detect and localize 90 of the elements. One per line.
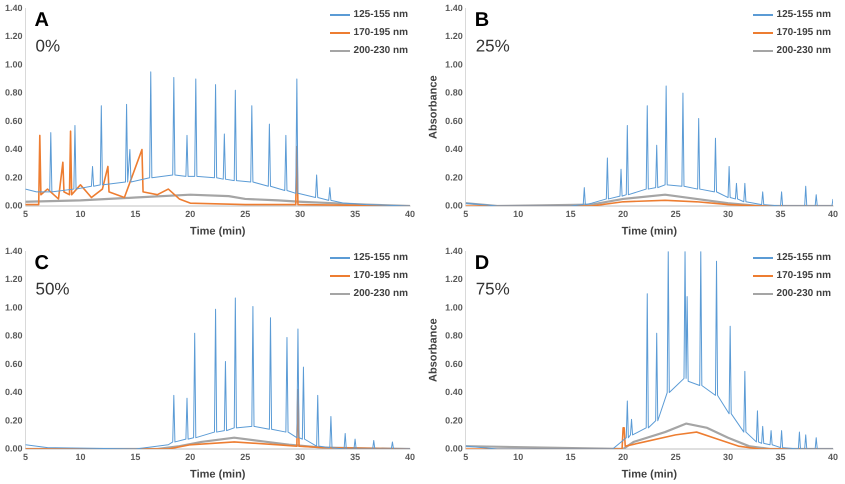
annotation: 0% [36, 36, 60, 56]
y-tick-label: 0.20 [4, 172, 23, 182]
y-tick-label: 0.00 [445, 443, 463, 454]
chart-title: A [34, 8, 49, 31]
y-tick-label: 1.40 [445, 2, 463, 13]
y-tick-label: 0.40 [4, 387, 23, 398]
y-axis-title: Absorbance [428, 318, 440, 382]
legend-label: 125-155 nm [354, 8, 408, 22]
chart-title: D [474, 252, 490, 274]
x-tick-label: 10 [513, 208, 524, 219]
chart-title: C [34, 252, 49, 274]
y-tick-label: 1.40 [4, 246, 23, 256]
x-tick-label: 35 [350, 208, 360, 219]
legend-label: 170-195 nm [354, 269, 408, 283]
y-tick-label: 0.40 [445, 144, 463, 154]
y-axis-title: Absorbance [428, 75, 440, 139]
y-tick-label: 0.60 [445, 116, 463, 126]
x-tick-label: 25 [240, 208, 250, 219]
x-tick-label: 40 [828, 208, 838, 219]
x-tick-label: 20 [185, 452, 196, 462]
y-tick-label: 1.00 [4, 302, 23, 312]
legend-label: 200-230 nm [354, 287, 408, 301]
x-tick-label: 35 [350, 452, 360, 462]
y-tick-label: 0.60 [4, 358, 23, 369]
y-tick-label: 0.80 [445, 88, 463, 98]
y-tick-label: 0.00 [445, 200, 463, 210]
x-tick-label: 40 [828, 452, 838, 462]
x-tick-label: 35 [776, 208, 786, 219]
y-tick-label: 0.60 [4, 116, 23, 126]
x-axis-title: Time (min) [190, 225, 246, 238]
y-tick-label: 0.80 [4, 88, 23, 98]
y-tick-label: 0.00 [4, 200, 23, 210]
y-tick-label: 1.20 [4, 31, 23, 42]
x-tick-label: 30 [723, 452, 734, 462]
x-tick-label: 15 [130, 452, 140, 462]
x-tick-label: 25 [240, 452, 250, 462]
legend-label: 170-195 nm [354, 26, 408, 40]
x-axis-title: Time (min) [190, 468, 246, 480]
y-tick-label: 0.40 [4, 144, 23, 154]
x-tick-label: 40 [404, 208, 416, 219]
legend-label: 200-230 nm [776, 44, 831, 58]
legend-label: 200-230 nm [354, 44, 408, 58]
legend-label: 170-195 nm [776, 26, 831, 40]
x-tick-label: 30 [295, 208, 306, 219]
y-tick-label: 0.60 [445, 358, 463, 369]
x-tick-label: 5 [463, 452, 468, 462]
y-tick-label: 0.80 [445, 330, 463, 341]
x-tick-label: 5 [463, 208, 468, 219]
x-tick-label: 30 [723, 208, 734, 219]
legend-label: 125-155 nm [776, 251, 831, 265]
annotation: 75% [476, 280, 510, 299]
y-tick-label: 0.80 [4, 330, 23, 341]
y-tick-label: 0.40 [445, 387, 463, 398]
x-tick-label: 10 [75, 452, 86, 462]
x-axis-title: Time (min) [622, 468, 678, 480]
annotation: 25% [476, 36, 510, 56]
y-tick-label: 0.00 [4, 443, 23, 454]
y-tick-label: 0.20 [445, 415, 463, 426]
y-tick-label: 1.40 [4, 2, 23, 13]
x-tick-label: 10 [513, 452, 524, 462]
x-tick-label: 5 [23, 452, 28, 462]
y-tick-label: 1.00 [445, 59, 463, 70]
x-tick-label: 25 [670, 452, 681, 462]
x-axis-title: Time (min) [622, 225, 678, 238]
y-tick-label: 1.20 [445, 31, 463, 42]
x-tick-label: 5 [23, 208, 28, 219]
x-tick-label: 40 [404, 452, 416, 462]
y-tick-label: 0.20 [4, 415, 23, 426]
y-tick-label: 1.20 [445, 274, 463, 284]
chart-title: B [474, 8, 490, 31]
x-tick-label: 15 [566, 452, 576, 462]
x-tick-label: 35 [776, 452, 786, 462]
x-tick-label: 10 [75, 208, 86, 219]
legend-label: 200-230 nm [776, 287, 831, 301]
x-tick-label: 30 [295, 452, 306, 462]
legend-label: 125-155 nm [776, 8, 831, 22]
x-tick-label: 20 [185, 208, 196, 219]
legend-label: 170-195 nm [776, 269, 831, 283]
x-tick-label: 20 [618, 452, 628, 462]
x-tick-label: 15 [566, 208, 576, 219]
y-tick-label: 0.20 [445, 172, 463, 182]
y-tick-label: 1.00 [445, 302, 463, 312]
y-tick-label: 1.00 [4, 59, 23, 70]
y-tick-label: 1.20 [4, 274, 23, 284]
y-tick-label: 1.40 [445, 246, 463, 256]
x-tick-label: 20 [618, 208, 628, 219]
legend-label: 125-155 nm [354, 251, 408, 265]
x-tick-label: 25 [670, 208, 681, 219]
annotation: 50% [36, 280, 70, 299]
x-tick-label: 15 [130, 208, 140, 219]
